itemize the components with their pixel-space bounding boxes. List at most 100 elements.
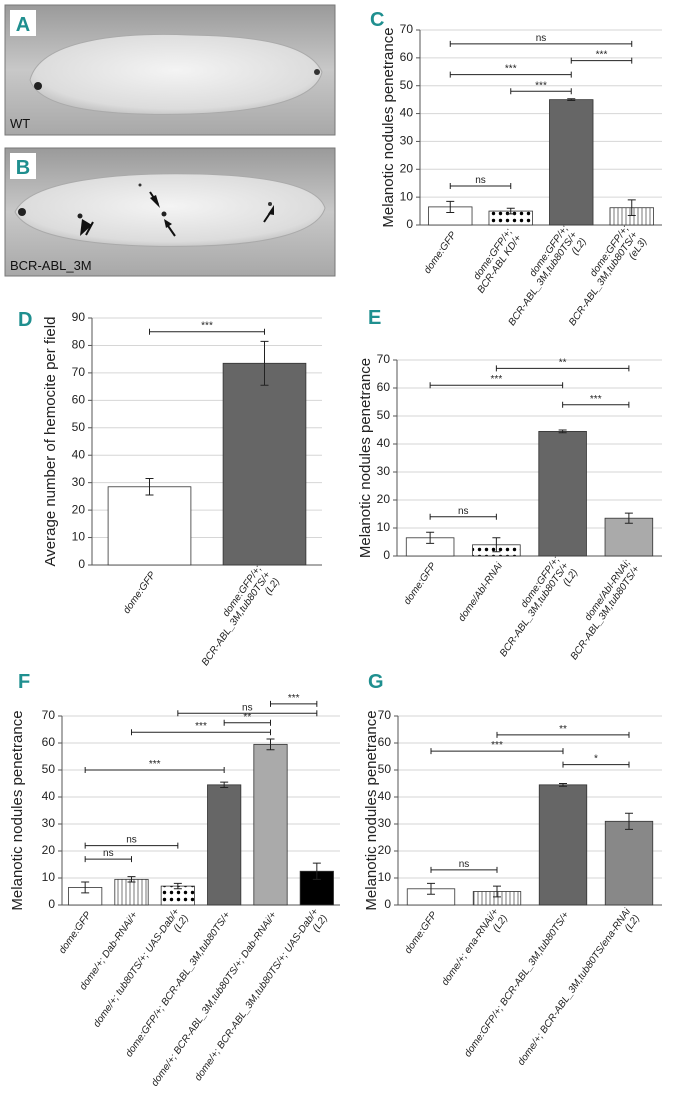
panel-letter: D <box>18 309 32 331</box>
x-tick-label-group: dome:GFP <box>403 910 440 956</box>
significance-bracket <box>562 401 630 408</box>
y-tick-label: 50 <box>72 420 86 434</box>
x-tick-label: dome:GFP <box>57 910 94 956</box>
bar <box>222 362 307 566</box>
significance-bracket <box>270 700 318 707</box>
significance-bracket <box>510 88 572 95</box>
significance-label: ns <box>536 33 547 44</box>
y-axis-label: Melanotic nodules penetrance <box>9 710 26 910</box>
significance-label: ns <box>126 835 137 846</box>
y-tick-label: 40 <box>42 789 56 803</box>
error-bar <box>173 882 182 890</box>
x-tick-label: dome:GFP <box>422 230 459 276</box>
nodule <box>161 211 167 217</box>
error-bar <box>625 812 633 830</box>
y-tick-label: 30 <box>72 475 86 489</box>
y-tick-label: 10 <box>377 520 391 534</box>
y-tick-label: 10 <box>72 530 86 544</box>
significance-bracket <box>429 382 564 389</box>
bar <box>604 820 654 906</box>
bar <box>253 743 288 906</box>
x-tick-label-group: dome:GFP/+;BCR-ABL KD/+ <box>472 227 524 296</box>
y-tick-label: 90 <box>72 310 86 324</box>
significance-label: ns <box>458 506 469 517</box>
y-tick-label: 60 <box>378 735 392 749</box>
significance-bracket <box>449 71 572 78</box>
x-tick-label: BCR-ABL_3M,tub80TS/+ <box>569 564 642 662</box>
y-axis-label: Average number of hemocite per field <box>42 317 59 567</box>
significance-bracket <box>84 767 225 773</box>
panel-letter: F <box>18 671 30 693</box>
y-tick-label: 20 <box>377 492 391 506</box>
bar <box>538 430 587 557</box>
significance-bracket <box>223 719 271 726</box>
y-tick-label: 60 <box>400 50 414 64</box>
significance-label: ns <box>242 702 253 713</box>
larva-mouth <box>34 82 42 90</box>
error-bar <box>506 207 515 215</box>
significance-bracket <box>496 731 630 738</box>
y-tick-label: 20 <box>72 502 86 516</box>
significance-label: ns <box>103 848 114 859</box>
photo-label: WT <box>10 116 30 131</box>
y-tick-label: 70 <box>42 708 56 722</box>
error-bar <box>567 98 576 101</box>
panel-letter: G <box>368 671 384 693</box>
photo-label: BCR-ABL_3M <box>10 258 92 273</box>
bar <box>114 878 149 906</box>
photo-b: B BCR-ABL_3M <box>4 147 336 277</box>
panel-letter: C <box>370 9 384 31</box>
y-tick-label: 40 <box>377 436 391 450</box>
nodule <box>138 183 142 187</box>
significance-bracket <box>149 328 265 335</box>
x-tick-label-group: dome/Abl-RNAi <box>456 560 505 623</box>
x-tick-label-group: dome:GFP/+;BCR-ABL_3M,tub80TS/+(L2) <box>200 563 282 668</box>
y-tick-label: 60 <box>42 735 56 749</box>
y-tick-label: 0 <box>78 557 85 571</box>
bar <box>549 99 594 226</box>
significance-label: *** <box>149 759 161 770</box>
y-tick-label: 20 <box>378 843 392 857</box>
significance-label: ns <box>475 175 486 186</box>
y-tick-label: 70 <box>72 365 86 379</box>
significance-bracket <box>449 40 633 47</box>
error-bar <box>446 200 455 213</box>
error-bar <box>260 340 269 386</box>
y-tick-label: 30 <box>378 816 392 830</box>
significance-label: ** <box>559 357 567 368</box>
significance-label: *** <box>596 50 608 61</box>
error-bar <box>624 512 633 524</box>
significance-bracket <box>449 183 512 189</box>
significance-label: *** <box>590 394 602 405</box>
bar <box>604 517 654 557</box>
x-tick-label-group: dome/+; BCR-ABL_3M,tub80TS/ena-RNAi(L2) <box>516 906 642 1068</box>
y-tick-label: 70 <box>378 708 392 722</box>
y-axis-label: Melanotic nodules penetrance <box>357 358 374 558</box>
nodule <box>268 202 272 206</box>
y-tick-label: 10 <box>400 189 414 203</box>
y-tick-label: 30 <box>42 816 56 830</box>
significance-label: ** <box>243 712 251 723</box>
larva <box>14 173 326 247</box>
error-bar <box>427 882 435 895</box>
x-tick-label: BCR-ABL_3M,tub80TS/+ <box>200 570 273 668</box>
y-axis-label: Melanotic nodules penetrance <box>363 710 380 910</box>
panel-letter-box <box>10 153 36 179</box>
nodule <box>77 213 83 219</box>
error-bar <box>145 478 154 496</box>
y-tick-label: 20 <box>42 843 56 857</box>
error-bar <box>266 738 275 751</box>
x-tick-label: dome:GFP <box>402 561 439 607</box>
y-tick-label: 40 <box>378 789 392 803</box>
significance-label: *** <box>201 321 213 332</box>
y-tick-label: 80 <box>72 338 86 352</box>
y-tick-label: 40 <box>400 106 414 120</box>
y-tick-label: 0 <box>383 548 390 562</box>
y-tick-label: 50 <box>377 408 391 422</box>
y-tick-label: 0 <box>48 897 55 911</box>
x-tick-label: dome/Abl-RNAi <box>456 560 505 623</box>
x-tick-label: dome:GFP <box>121 570 158 616</box>
panel-letter: B <box>16 157 30 179</box>
x-tick-label: dome/+; BCR-ABL_3M,tub80TS/ena-RNAi <box>516 906 634 1068</box>
